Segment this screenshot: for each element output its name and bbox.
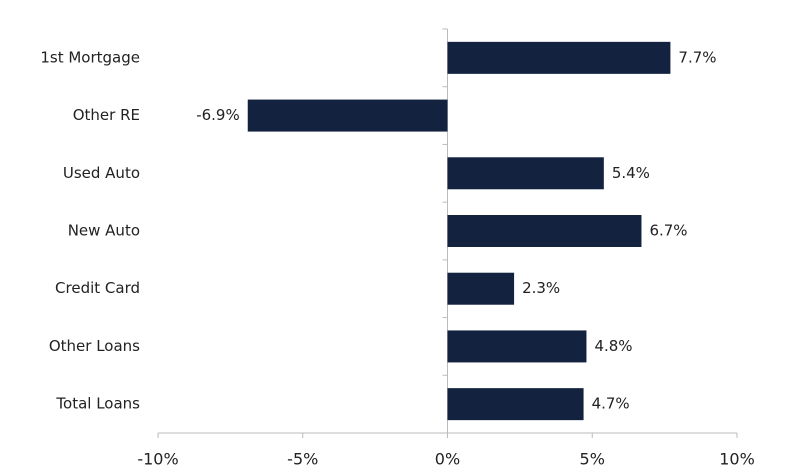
y-tick-label: Total Loans (55, 395, 140, 413)
value-label: 4.7% (592, 395, 630, 413)
x-tick-label: 0% (435, 450, 460, 469)
bar (447, 272, 515, 305)
bar (447, 215, 642, 247)
x-tick-label: -10% (137, 450, 178, 469)
value-label: 4.8% (594, 337, 632, 355)
y-tick-label: New Auto (68, 222, 140, 240)
y-tick-label: Other Loans (49, 337, 140, 355)
x-tick-label: 5% (580, 450, 605, 469)
value-label: 5.4% (612, 164, 650, 182)
bar (247, 99, 448, 132)
y-tick-label: Other RE (73, 106, 140, 124)
value-label: 2.3% (522, 279, 560, 297)
value-label: 6.7% (649, 222, 687, 240)
bar (447, 41, 671, 74)
bar (447, 157, 604, 190)
x-tick-label: -5% (287, 450, 318, 469)
bar (447, 388, 584, 421)
value-label: -6.9% (196, 106, 240, 124)
bar (447, 330, 587, 363)
y-tick-label: Used Auto (63, 164, 140, 182)
y-tick-label: Credit Card (55, 279, 140, 297)
value-label: 7.7% (678, 48, 716, 66)
y-tick-label: 1st Mortgage (40, 48, 140, 66)
x-tick-label: 10% (719, 450, 755, 469)
